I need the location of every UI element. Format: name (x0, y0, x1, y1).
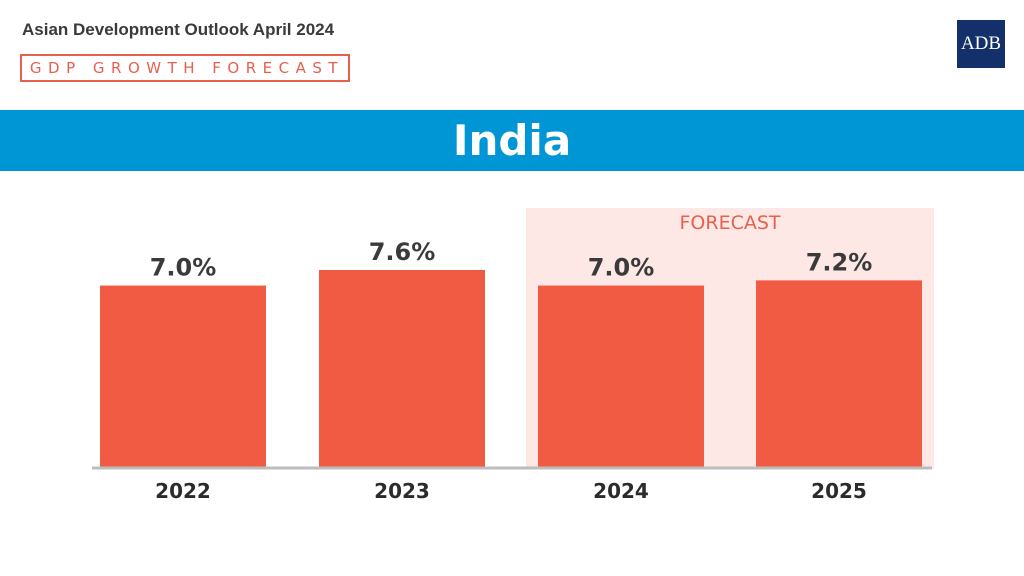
bar-2023 (319, 270, 485, 467)
forecast-label: FORECAST (679, 212, 780, 234)
country-title: India (452, 116, 572, 165)
subtitle-box: GDP GROWTH FORECAST (20, 54, 350, 82)
category-label-2022: 2022 (155, 479, 211, 503)
publication-title: Asian Development Outlook April 2024 (22, 20, 335, 39)
adb-logo: ADB (957, 20, 1005, 68)
value-label-2024: 7.0% (588, 254, 655, 282)
value-label-2023: 7.6% (369, 238, 436, 266)
logo-text: ADB (960, 33, 1002, 54)
country-banner: India (0, 110, 1024, 171)
value-label-2022: 7.0% (150, 254, 217, 282)
category-label-2023: 2023 (374, 479, 430, 503)
category-label-2024: 2024 (593, 479, 649, 503)
value-label-2025: 7.2% (806, 248, 873, 276)
bar-2022 (100, 285, 266, 467)
subtitle-text: GDP GROWTH FORECAST (29, 59, 345, 77)
bar-2024 (538, 285, 704, 467)
bar-2025 (756, 280, 922, 467)
category-label-2025: 2025 (811, 479, 867, 503)
